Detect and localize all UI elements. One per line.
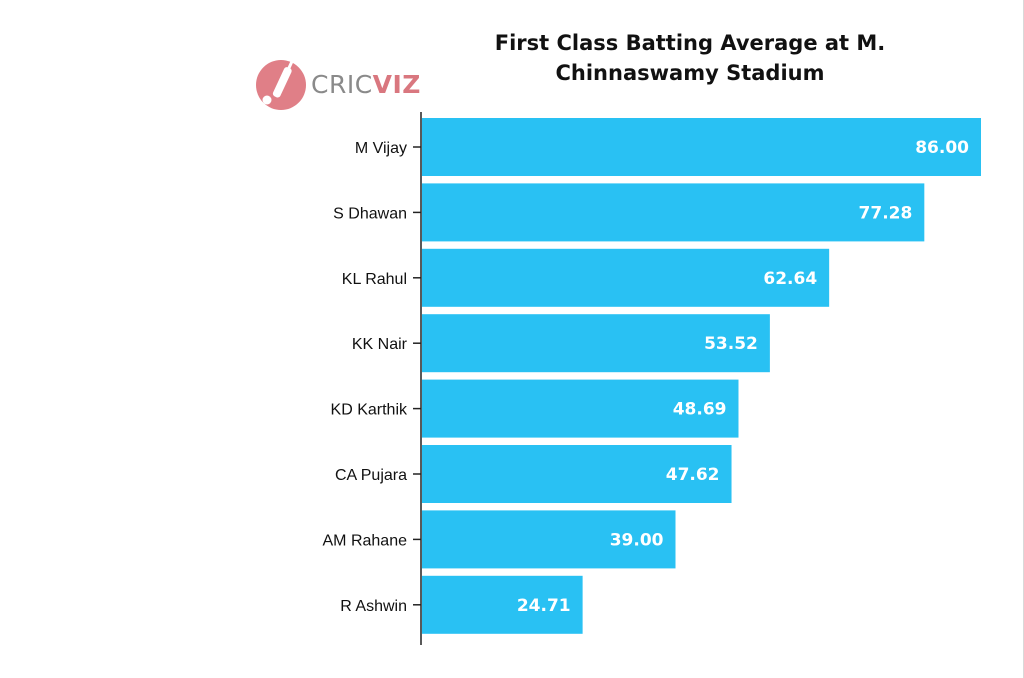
y-tick-label-ca-pujara: CA Pujara (335, 467, 407, 484)
bar-m-vijay (422, 118, 981, 176)
bars-group (422, 118, 981, 634)
bar-ca-pujara (422, 445, 732, 503)
y-tick-label-r-ashwin: R Ashwin (340, 598, 407, 615)
data-label-m-vijay: 86.00 (915, 138, 969, 158)
cricviz-logo: CRICVIZ (253, 56, 420, 114)
bar-kk-nair (422, 314, 770, 373)
bar-kl-rahul (422, 248, 830, 307)
y-tick-label-s-dhawan: S Dhawan (333, 205, 407, 222)
data-label-am-rahane: 39.00 (610, 530, 664, 550)
bar-r-ashwin (422, 575, 583, 634)
data-label-kd-karthik: 48.69 (673, 400, 727, 420)
data-label-s-dhawan: 77.28 (859, 203, 913, 223)
data-label-r-ashwin: 24.71 (517, 596, 571, 616)
bar-kd-karthik (422, 379, 739, 438)
chart-title: First Class Batting Average at M. Chinna… (494, 31, 886, 85)
data-labels-group: 86.00 77.28 62.64 53.52 48.69 47.62 39.00 24.71 (517, 138, 969, 616)
data-label-kl-rahul: 62.64 (763, 269, 817, 289)
data-label-ca-pujara: 47.62 (666, 465, 720, 485)
y-tick-label-kd-karthik: KD Karthik (331, 402, 408, 419)
y-axis-ticks-group: M Vijay S Dhawan KL Rahul KK Nair KD Karthik… (323, 140, 421, 615)
logo-text-cric: CRIC (311, 70, 373, 99)
logo-text-viz: VIZ (372, 70, 421, 99)
data-label-kk-nair: 53.52 (704, 334, 758, 354)
y-tick-label-kk-nair: KK Nair (352, 336, 408, 353)
bar-s-dhawan (422, 183, 925, 242)
y-tick-label-am-rahane: AM Rahane (323, 532, 408, 549)
cricket-bat-ball-icon (256, 59, 306, 110)
y-tick-label-m-vijay: M Vijay (355, 140, 407, 157)
y-tick-label-kl-rahul: KL Rahul (342, 271, 407, 288)
logo-wordmark: CRICVIZ (311, 70, 421, 99)
bar-am-rahane (422, 510, 676, 569)
